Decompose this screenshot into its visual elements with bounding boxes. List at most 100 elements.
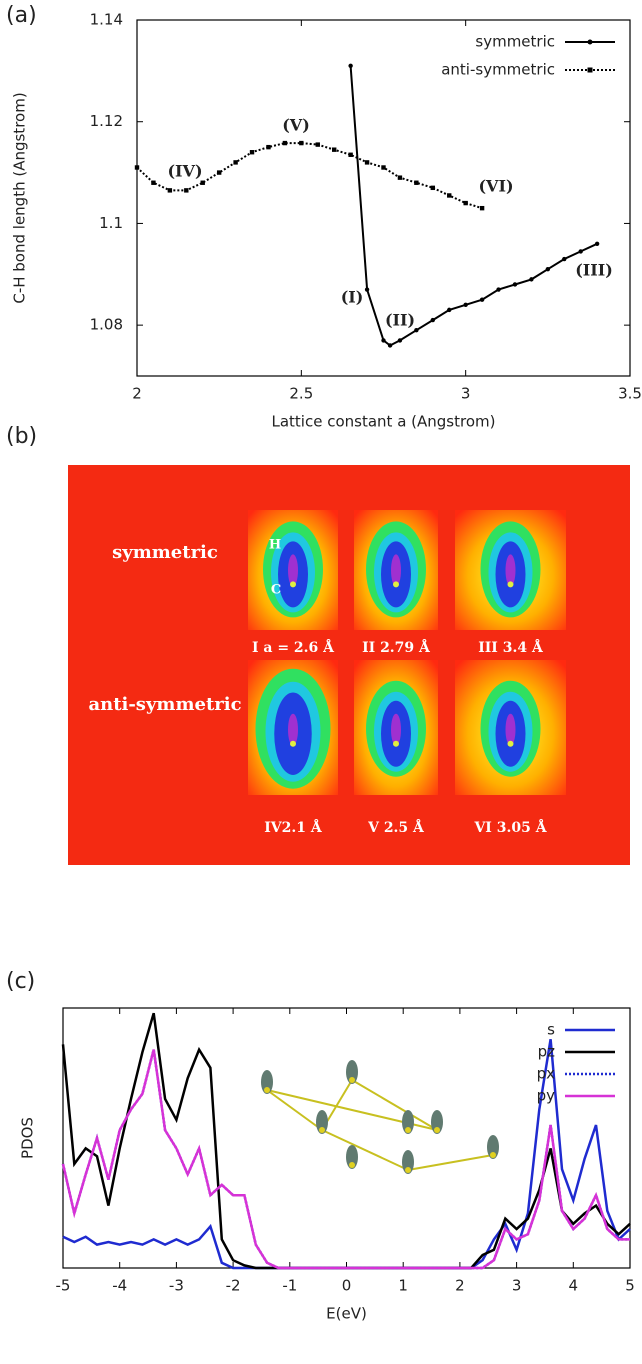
atom bbox=[507, 581, 514, 588]
point bbox=[364, 287, 370, 292]
point bbox=[151, 180, 156, 185]
atom bbox=[507, 740, 514, 747]
legend-label: py bbox=[537, 1087, 556, 1105]
legend-marker bbox=[587, 39, 593, 45]
point bbox=[167, 188, 173, 193]
x-tick-label: 3 bbox=[461, 385, 471, 403]
atom bbox=[405, 1127, 411, 1133]
atom bbox=[393, 581, 399, 588]
atom-label: C bbox=[271, 583, 281, 598]
y-axis-label: C-H bond length (Angstrom) bbox=[11, 92, 29, 303]
point bbox=[397, 338, 403, 343]
lattice-edge bbox=[407, 1154, 494, 1171]
annotation: (VI) bbox=[478, 177, 513, 196]
x-tick-label: 5 bbox=[625, 1277, 635, 1295]
atom bbox=[490, 1152, 496, 1158]
point bbox=[463, 200, 468, 206]
point bbox=[447, 193, 452, 198]
molecule bbox=[402, 1150, 414, 1174]
plot-frame bbox=[136, 19, 631, 377]
atom bbox=[349, 1162, 355, 1168]
point bbox=[447, 307, 452, 313]
x-tick-label: 2 bbox=[455, 1277, 465, 1295]
point bbox=[381, 165, 386, 170]
caption: II 2.79 Å bbox=[362, 638, 431, 656]
point bbox=[512, 282, 518, 287]
point bbox=[496, 287, 501, 292]
point bbox=[381, 338, 386, 343]
point bbox=[299, 140, 304, 146]
y-axis-label: PDOS bbox=[19, 1117, 37, 1159]
point bbox=[387, 343, 393, 348]
density bbox=[505, 554, 516, 587]
atom bbox=[393, 740, 399, 747]
annotation: (V) bbox=[282, 116, 310, 135]
x-tick-label: 2 bbox=[132, 385, 142, 403]
point bbox=[315, 142, 320, 147]
molecule bbox=[261, 1070, 273, 1094]
atom bbox=[434, 1127, 440, 1133]
caption: III 3.4 Å bbox=[478, 638, 544, 656]
annotation: (III) bbox=[575, 261, 613, 280]
point bbox=[479, 297, 485, 302]
point bbox=[216, 170, 222, 175]
point bbox=[233, 160, 238, 165]
atom bbox=[319, 1127, 325, 1133]
point bbox=[414, 328, 419, 333]
legend-label: px bbox=[537, 1065, 556, 1083]
atom bbox=[290, 740, 296, 747]
point bbox=[479, 205, 485, 211]
point bbox=[578, 249, 583, 254]
legend-label: symmetric bbox=[475, 33, 555, 51]
x-tick-label: -4 bbox=[112, 1277, 127, 1295]
x-axis-label: E(eV) bbox=[326, 1305, 367, 1323]
density bbox=[288, 713, 298, 746]
point bbox=[184, 188, 189, 193]
atom-label: H bbox=[269, 538, 281, 553]
row-label: anti-symmetric bbox=[88, 694, 241, 715]
point bbox=[348, 63, 353, 68]
legend-label: anti-symmetric bbox=[441, 61, 555, 79]
point bbox=[414, 180, 419, 185]
atom bbox=[290, 581, 296, 588]
density bbox=[505, 713, 516, 746]
x-tick-label: 1 bbox=[398, 1277, 408, 1295]
point bbox=[463, 302, 468, 307]
x-tick-label: 4 bbox=[569, 1277, 579, 1295]
y-tick-label: 1.14 bbox=[90, 11, 123, 29]
legend-marker bbox=[587, 67, 593, 73]
molecule bbox=[346, 1060, 358, 1084]
molecule bbox=[431, 1110, 443, 1134]
density bbox=[391, 554, 401, 587]
density bbox=[288, 554, 298, 587]
x-tick-label: 3 bbox=[512, 1277, 522, 1295]
panel-label: (b) bbox=[6, 424, 37, 449]
x-axis-label: Lattice constant a (Angstrom) bbox=[272, 413, 496, 431]
point bbox=[430, 185, 435, 191]
lattice-edge bbox=[266, 1089, 323, 1131]
x-tick-label: -5 bbox=[56, 1277, 71, 1295]
x-tick-label: 0 bbox=[342, 1277, 352, 1295]
caption: I a = 2.6 Å bbox=[252, 638, 335, 656]
point bbox=[430, 317, 435, 323]
molecule bbox=[402, 1110, 414, 1134]
lattice-edge bbox=[351, 1079, 438, 1131]
point bbox=[594, 241, 600, 246]
lattice-edge bbox=[321, 1129, 409, 1171]
point bbox=[200, 180, 205, 185]
row-label: symmetric bbox=[112, 542, 218, 563]
density bbox=[391, 713, 401, 746]
atom bbox=[405, 1167, 411, 1173]
caption: IV2.1 Å bbox=[264, 818, 323, 836]
point bbox=[364, 160, 370, 165]
point bbox=[348, 152, 353, 157]
x-tick-label: -1 bbox=[282, 1277, 297, 1295]
molecule bbox=[487, 1135, 499, 1159]
atom bbox=[349, 1077, 355, 1083]
panel-label: (c) bbox=[6, 969, 35, 994]
annotation: (II) bbox=[385, 311, 415, 330]
legend-label: s bbox=[547, 1021, 555, 1039]
caption: VI 3.05 Å bbox=[473, 818, 547, 836]
point bbox=[545, 267, 551, 272]
